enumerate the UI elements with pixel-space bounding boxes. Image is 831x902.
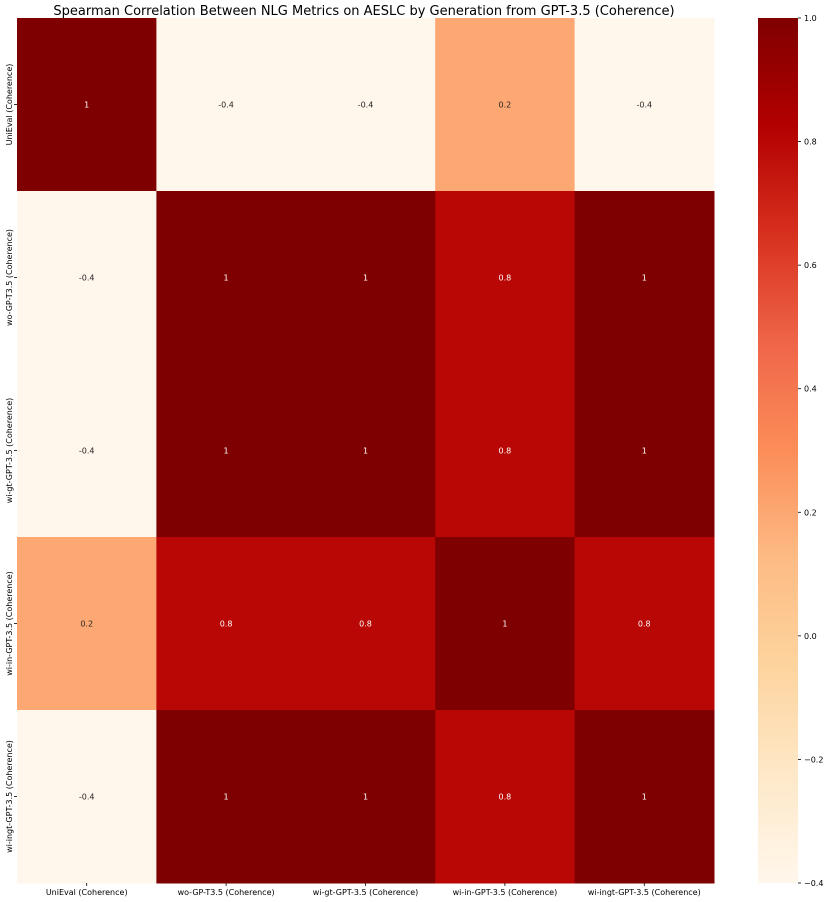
heatmap-cell-r0-c3 (435, 18, 576, 192)
colorbar-tick-label: 1.0 (804, 14, 817, 23)
cell-value-label: -0.4 (636, 101, 652, 110)
y-tick-label: UniEval (Coherence) (5, 64, 14, 146)
cell-value-label: 1 (642, 793, 647, 802)
colorbar-gradient (758, 18, 798, 883)
heatmap-cell-r3-c1 (156, 537, 297, 711)
x-tick-label: UniEval (Coherence) (46, 888, 128, 897)
cell-value-label: -0.4 (358, 101, 374, 110)
colorbar-tick-label: 0.2 (804, 508, 817, 517)
cell-value-label: 0.8 (220, 620, 233, 629)
cell-value-label: -0.4 (79, 447, 95, 456)
y-tick-label: wi-in-GPT-3.5 (Coherence) (5, 571, 14, 676)
cell-value-label: 1 (84, 101, 89, 110)
cell-value-label: 1 (642, 447, 647, 456)
y-tick-label: wi-ingt-GPT-3.5 (Coherence) (5, 740, 14, 853)
cell-value-label: -0.4 (79, 274, 95, 283)
chart-title: Spearman Correlation Between NLG Metrics… (53, 4, 674, 19)
heatmap-cell-r3-c0 (17, 537, 157, 711)
x-tick-label: wi-gt-GPT-3.5 (Coherence) (313, 888, 419, 897)
cell-value-label: 1 (224, 793, 229, 802)
colorbar-tick-label: −0.2 (804, 755, 823, 764)
heatmap-cell-r2-c0 (17, 364, 157, 538)
heatmap-cell-r4-c1 (156, 710, 297, 884)
cell-value-label: 0.8 (499, 447, 512, 456)
heatmap-cell-r2-c2 (295, 364, 436, 538)
heatmap-cell-r2-c3 (435, 364, 576, 538)
cell-value-label: 0.2 (80, 620, 93, 629)
colorbar-tick-label: 0.8 (804, 138, 817, 147)
cell-value-label: 0.8 (499, 274, 512, 283)
heatmap-cells: 1 -0.4 -0.4 0.2 -0.4 -0.4 1 1 0.8 1 -0.4 1 1 0.8 1 0.2 0… (17, 18, 715, 884)
y-tick-label: wo-GP-T3.5 (Coherence) (5, 229, 14, 326)
heatmap-cell-r0-c0 (17, 18, 157, 192)
heatmap-cell-r1-c3 (435, 191, 576, 365)
heatmap-cell-r3-c2 (295, 537, 436, 711)
colorbar-tick-label: −0.4 (804, 879, 823, 888)
cell-value-label: 1 (642, 274, 647, 283)
heatmap-cell-r2-c1 (156, 364, 297, 538)
cell-value-label: 1 (224, 274, 229, 283)
cell-value-label: 1 (363, 793, 368, 802)
colorbar-tick-label: 0.6 (804, 261, 817, 270)
cell-value-label: -0.4 (218, 101, 234, 110)
heatmap-cell-r1-c4 (574, 191, 715, 365)
column-labels: UniEval (Coherence) wo-GP-T3.5 (Coherence… (46, 883, 701, 897)
heatmap-cell-r1-c1 (156, 191, 297, 365)
y-tick-label: wi-gt-GPT-3.5 (Coherence) (5, 398, 14, 504)
x-tick-label: wi-ingt-GPT-3.5 (Coherence) (588, 888, 701, 897)
cell-value-label: 0.8 (638, 620, 651, 629)
heatmap-cell-r3-c4 (574, 537, 715, 711)
cell-value-label: 0.8 (499, 793, 512, 802)
heatmap-cell-r0-c2 (295, 18, 436, 192)
heatmap-cell-r4-c4 (574, 710, 715, 884)
cell-value-label: 1 (502, 620, 507, 629)
heatmap-cell-r0-c1 (156, 18, 297, 192)
cell-value-label: 0.2 (499, 101, 512, 110)
cell-value-label: 1 (363, 447, 368, 456)
colorbar-tick-label: 0.0 (804, 632, 817, 641)
cell-value-label: 1 (363, 274, 368, 283)
cell-value-label: -0.4 (79, 793, 95, 802)
x-tick-label: wi-in-GPT-3.5 (Coherence) (453, 888, 558, 897)
heatmap-cell-r1-c2 (295, 191, 436, 365)
x-tick-label: wo-GP-T3.5 (Coherence) (178, 888, 275, 897)
heatmap-cell-r2-c4 (574, 364, 715, 538)
colorbar: −0.4 −0.2 0.0 0.2 0.4 0.6 0.8 1.0 (758, 14, 823, 888)
heatmap-cell-r3-c3 (435, 537, 576, 711)
heatmap-cell-r0-c4 (574, 18, 715, 192)
cell-value-label: 0.8 (359, 620, 372, 629)
heatmap-cell-r1-c0 (17, 191, 157, 365)
row-labels: UniEval (Coherence) wo-GP-T3.5 (Coherence… (5, 64, 17, 853)
heatmap-cell-r4-c2 (295, 710, 436, 884)
colorbar-tick-label: 0.4 (804, 385, 817, 394)
heatmap-cell-r4-c3 (435, 710, 576, 884)
cell-value-label: 1 (224, 447, 229, 456)
heatmap-cell-r4-c0 (17, 710, 157, 884)
